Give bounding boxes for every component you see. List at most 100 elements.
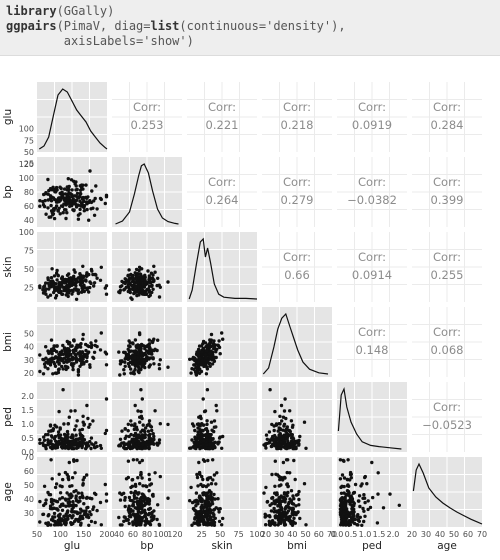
- scatter-point: [208, 476, 213, 480]
- scatter-point: [120, 279, 124, 284]
- scatter-point: [84, 342, 88, 347]
- scatter-point: [56, 443, 60, 447]
- scatter-point: [103, 431, 108, 436]
- scatter-point: [152, 362, 156, 366]
- scatter-point: [134, 344, 139, 349]
- scatter-point: [88, 285, 92, 290]
- scatter-point: [98, 278, 103, 282]
- scatter-point: [286, 443, 290, 447]
- code-line-1: library(GGally): [6, 4, 114, 19]
- scatter-point: [129, 349, 133, 353]
- scatter-point: [139, 470, 143, 475]
- scatter-point: [216, 442, 220, 446]
- scatter-point: [73, 287, 77, 291]
- scatter-point: [53, 288, 58, 293]
- scatter-point: [297, 503, 301, 507]
- x-tick-label: 2.0: [387, 530, 400, 539]
- y-tick-label: 50: [24, 265, 34, 274]
- scatter-point: [118, 498, 123, 502]
- scatter-point: [143, 514, 147, 519]
- scatter-point: [144, 521, 148, 525]
- scatter-point: [152, 278, 156, 282]
- scatter-point: [158, 422, 162, 426]
- scatter-point: [38, 441, 42, 445]
- scatter-point: [44, 345, 48, 349]
- scatter-point: [151, 356, 155, 360]
- density-curve: [412, 462, 483, 525]
- x-axis-label: bmi: [287, 540, 307, 552]
- scatter-point: [41, 199, 45, 204]
- scatter-point: [92, 491, 97, 495]
- scatter-point: [139, 497, 143, 501]
- scatter-point: [80, 427, 85, 432]
- scatter-point: [60, 446, 65, 450]
- scatter-point: [79, 521, 83, 525]
- scatter-point: [137, 370, 141, 375]
- scatter-point: [118, 373, 122, 377]
- scatter-point: [138, 420, 142, 424]
- y-tick-label: 100: [19, 228, 34, 237]
- scatter-point: [297, 497, 301, 502]
- scatter-point: [82, 423, 86, 427]
- scatter-point: [67, 497, 71, 501]
- scatter-point: [49, 276, 54, 280]
- scatter-point: [141, 360, 145, 365]
- scatter-point: [73, 194, 77, 198]
- scatter-point: [152, 434, 156, 439]
- scatter-point: [193, 446, 197, 450]
- scatter-point: [61, 343, 65, 348]
- scatter-point: [215, 409, 219, 413]
- scatter-point: [220, 446, 224, 450]
- scatter-point: [388, 492, 392, 496]
- scatter-point: [144, 292, 149, 296]
- corr-value: 0.264: [206, 193, 239, 207]
- scatter-point: [212, 339, 216, 343]
- scatter-point: [52, 216, 57, 221]
- scatter-point: [127, 281, 131, 285]
- scatter-point: [207, 342, 211, 347]
- scatter-point: [197, 470, 202, 475]
- scatter-point: [192, 440, 196, 445]
- scatter-point: [212, 514, 216, 519]
- scatter-point: [70, 344, 74, 348]
- scatter-point: [277, 446, 282, 450]
- scatter-point: [72, 208, 76, 213]
- scatter-point: [56, 274, 60, 278]
- scatter-point: [129, 507, 133, 512]
- scatter-point: [147, 288, 151, 293]
- scatter-point: [203, 409, 208, 413]
- scatter-point: [48, 363, 53, 367]
- scatter-point: [205, 496, 209, 500]
- scatter-point: [137, 521, 141, 525]
- scatter-point: [127, 495, 132, 500]
- scatter-point: [195, 350, 199, 354]
- scatter-point: [268, 388, 272, 392]
- scatter-point: [352, 491, 356, 495]
- scatter-point: [217, 436, 222, 440]
- scatter-point: [95, 276, 99, 280]
- scatter-point: [201, 397, 205, 401]
- scatter-point: [38, 438, 42, 442]
- scatter-point: [82, 502, 86, 506]
- scatter-point: [99, 523, 104, 527]
- scatter-point: [166, 365, 170, 369]
- scatter-point: [60, 190, 64, 194]
- scatter-point: [51, 185, 55, 189]
- scatter-point: [65, 273, 70, 277]
- scatter-point: [46, 295, 50, 299]
- scatter-point: [204, 484, 209, 489]
- scatter-point: [67, 288, 72, 292]
- scatter-point: [135, 274, 140, 279]
- scatter-point: [344, 521, 349, 525]
- scatter-point: [221, 516, 225, 521]
- scatter-point: [84, 278, 88, 282]
- scatter-point: [297, 443, 301, 447]
- scatter-point: [214, 506, 218, 510]
- scatter-point: [148, 293, 152, 297]
- scatter-point: [58, 285, 62, 289]
- scatter-point: [72, 438, 76, 443]
- x-tick-label: 25: [197, 530, 207, 539]
- scatter-point: [290, 445, 294, 449]
- scatter-point: [147, 364, 151, 368]
- scatter-point: [139, 502, 144, 506]
